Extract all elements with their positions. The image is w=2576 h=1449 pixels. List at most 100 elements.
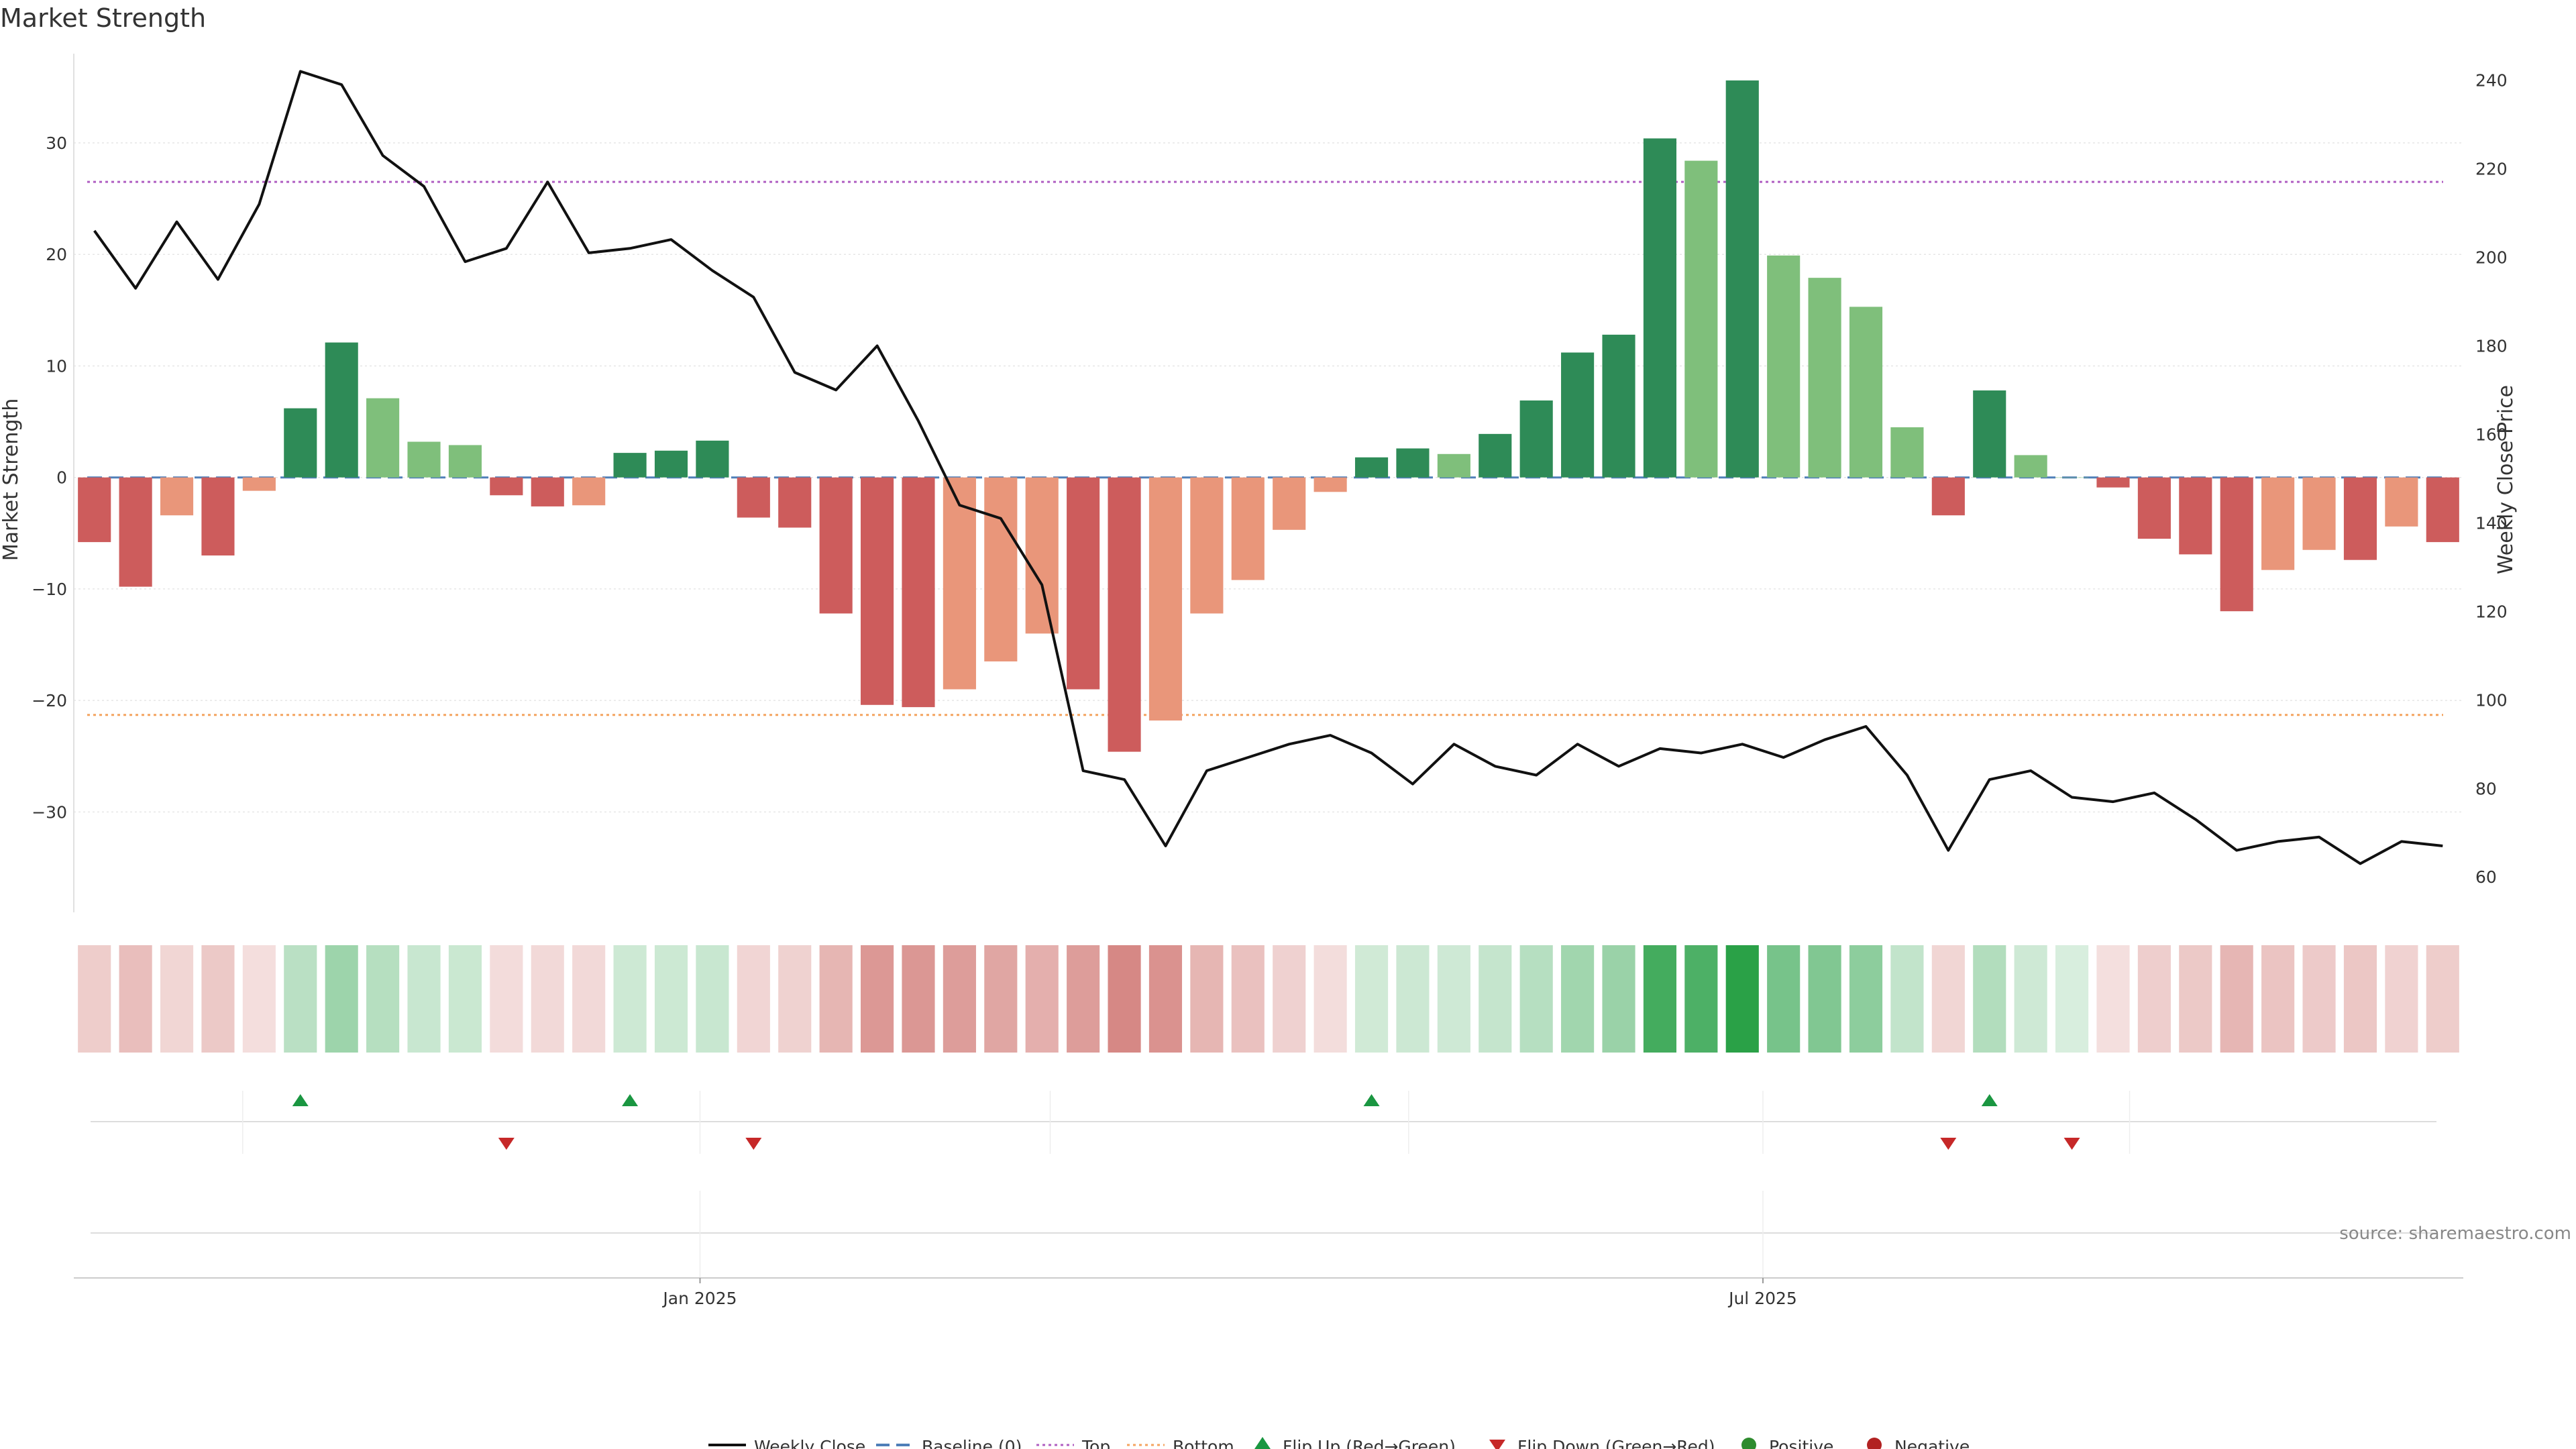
heat-cell xyxy=(1231,945,1265,1053)
heat-cell xyxy=(1396,945,1430,1053)
strength-bar xyxy=(242,477,276,491)
strength-bar xyxy=(1767,255,1801,478)
strength-bar xyxy=(1890,427,1924,478)
heat-cell xyxy=(1643,945,1676,1053)
heat-cell xyxy=(696,945,729,1053)
strength-bar xyxy=(819,477,853,614)
heat-cell xyxy=(1684,945,1718,1053)
strength-bar xyxy=(119,477,152,587)
strength-bar xyxy=(160,477,194,516)
y-tick-label: −30 xyxy=(32,802,67,822)
heat-cell xyxy=(1273,945,1306,1053)
heat-cell xyxy=(1973,945,2006,1053)
left-axis-label: Market Strength xyxy=(0,398,23,561)
heat-cell xyxy=(490,945,523,1053)
heat-cell xyxy=(1561,945,1595,1053)
strength-bar xyxy=(1643,138,1676,478)
legend-item: Top xyxy=(1036,1437,1110,1449)
heat-cell xyxy=(407,945,441,1053)
heat-cell xyxy=(160,945,194,1053)
strength-bar xyxy=(1108,477,1141,752)
legend-label: Positive xyxy=(1769,1437,1833,1449)
heat-cell xyxy=(2137,945,2171,1053)
flip-signal-panel xyxy=(91,1091,2436,1154)
strength-bar xyxy=(2096,477,2130,488)
heat-cell xyxy=(572,945,606,1053)
y2-tick-label: 80 xyxy=(2475,779,2497,798)
heat-cell xyxy=(242,945,276,1053)
heat-cell xyxy=(2096,945,2130,1053)
heat-cell xyxy=(1931,945,1965,1053)
reference-lines xyxy=(87,180,2443,716)
legend-label: Bottom xyxy=(1173,1437,1234,1449)
flip-down-marker xyxy=(498,1138,515,1150)
y-tick-label: 0 xyxy=(56,468,67,488)
legend: Weekly Close Baseline (0) Top Bottom Flip Up… xyxy=(708,1437,1970,1449)
heat-cell xyxy=(201,945,235,1053)
heat-cell xyxy=(943,945,976,1053)
heat-cell xyxy=(531,945,564,1053)
strength-heat-strip xyxy=(78,945,2459,1053)
y2-tick-label: 180 xyxy=(2475,336,2508,356)
strength-bar xyxy=(201,477,235,556)
heat-cell xyxy=(1190,945,1224,1053)
flip-down-marker xyxy=(745,1138,762,1150)
weekly-close-line xyxy=(93,70,2443,865)
strength-bar xyxy=(572,477,606,506)
weekly-close-path xyxy=(93,70,2443,865)
strength-bar xyxy=(1519,400,1553,478)
strength-bar xyxy=(366,398,400,478)
strength-bar xyxy=(1025,477,1059,634)
x-tick-label: Jan 2025 xyxy=(661,1289,737,1308)
strength-bar xyxy=(1602,334,1635,478)
heat-cell xyxy=(654,945,688,1053)
heat-cell xyxy=(1025,945,1059,1053)
heat-cell xyxy=(1354,945,1389,1053)
strength-bar xyxy=(78,477,111,543)
heat-cell xyxy=(1313,945,1347,1053)
strength-bar xyxy=(2014,455,2047,478)
strength-bar xyxy=(1561,352,1595,478)
flip-down-marker xyxy=(2063,1138,2080,1150)
heat-cell xyxy=(1849,945,1883,1053)
heat-cell xyxy=(284,945,317,1053)
strength-bar xyxy=(407,441,441,478)
legend-label: Flip Up (Red→Green) xyxy=(1283,1437,1456,1449)
y2-tick-label: 240 xyxy=(2475,71,2508,91)
strength-bar xyxy=(737,477,770,518)
heat-cell xyxy=(1602,945,1635,1053)
legend-label: Baseline (0) xyxy=(922,1437,1022,1449)
flip-up-marker xyxy=(292,1094,309,1106)
strength-bar xyxy=(1067,477,1100,690)
heat-cell xyxy=(2426,945,2459,1053)
strength-bar xyxy=(861,477,894,705)
strength-bar xyxy=(943,477,976,690)
heat-cell xyxy=(613,945,647,1053)
flip-up-marker xyxy=(1363,1094,1380,1106)
y-tick-label: 20 xyxy=(46,245,67,264)
strength-bar xyxy=(1479,433,1512,478)
flip-down-marker xyxy=(1940,1138,1957,1150)
heat-cell xyxy=(737,945,770,1053)
x-tick-label: Jul 2025 xyxy=(1727,1289,1797,1308)
heat-cell xyxy=(902,945,935,1053)
heat-cell xyxy=(78,945,111,1053)
legend-flip-down-icon xyxy=(1489,1440,1505,1449)
strength-bar xyxy=(325,342,358,478)
legend-positive-icon xyxy=(1741,1438,1756,1449)
legend-item: Positive xyxy=(1741,1437,1833,1449)
heat-cell xyxy=(1148,945,1183,1053)
right-axis-label: Weekly Close Price xyxy=(2494,385,2518,574)
strength-bar xyxy=(1148,477,1183,721)
strength-bar xyxy=(2137,477,2171,539)
strength-bar xyxy=(531,477,564,506)
y2-tick-label: 200 xyxy=(2475,248,2508,268)
flip-up-marker xyxy=(622,1094,639,1106)
legend-item: Flip Down (Green→Red) xyxy=(1489,1437,1715,1449)
strength-bar xyxy=(1931,477,1965,516)
strength-bars xyxy=(78,80,2459,752)
y2-tick-label: 120 xyxy=(2475,602,2508,621)
strength-bar xyxy=(654,450,688,478)
y-tick-label: 10 xyxy=(46,356,67,376)
